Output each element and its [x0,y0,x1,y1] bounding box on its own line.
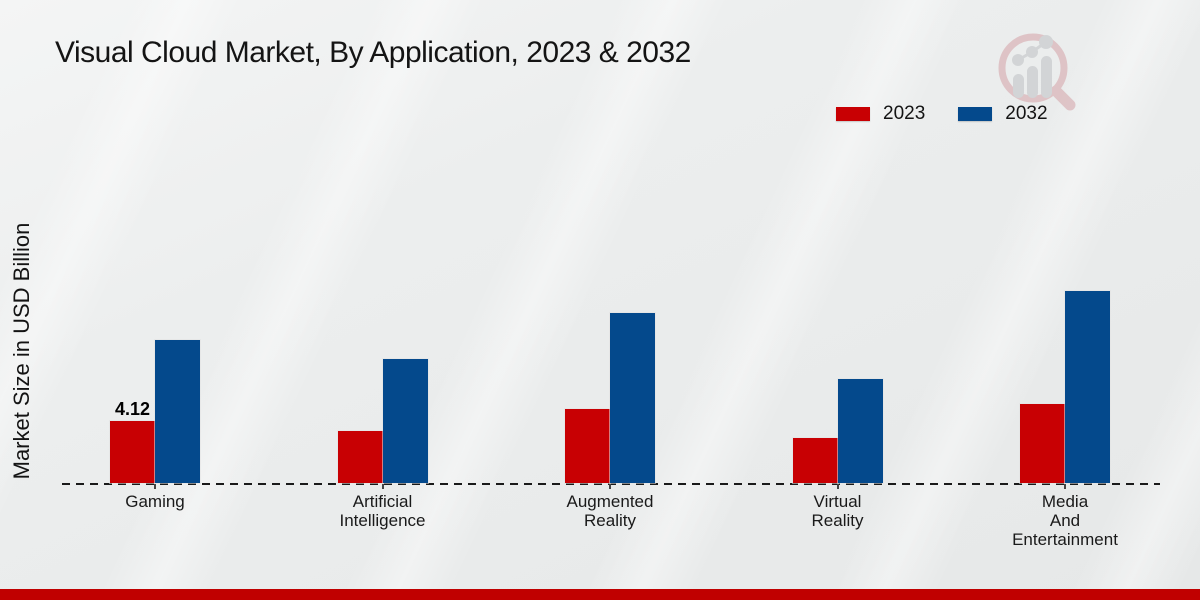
legend: 2023 2032 [836,103,1048,125]
legend-swatch-2023 [836,107,870,121]
bar-value-label: 4.12 [114,399,151,419]
bar-2032-gaming [155,340,200,483]
x-axis-category-label: Virtual Reality [811,492,864,530]
bar-2023-virtual-reality [792,438,838,483]
bar-2023-media-and-entertainment [1020,404,1065,483]
bar-2032-augmented-reality [610,313,655,483]
x-axis-tick [609,484,611,489]
bar-2023-augmented-reality [565,409,610,483]
x-axis-tick [836,484,839,489]
x-axis-baseline [62,483,1160,485]
magnifier-bar-chart-logo-icon [998,33,1076,111]
legend-label: 2023 [883,103,926,124]
bar-2032-media-and-entertainment [1065,291,1110,483]
x-axis-category-label: Media And Entertainment [1012,492,1118,549]
x-axis-category-label: Artificial Intelligence [339,492,426,530]
footer-accent-band [0,589,1200,600]
legend-item-2023: 2023 [836,103,925,125]
x-axis-tick [381,484,384,489]
x-axis-tick [1064,484,1066,489]
legend-swatch-2032 [958,107,993,121]
x-axis-category-label: Augmented Reality [566,492,654,530]
bar-2032-virtual-reality [837,379,883,483]
bar-2032-artificial-intelligence [382,359,428,483]
x-axis-tick [154,484,156,489]
legend-label: 2032 [1005,103,1048,124]
chart-title: Visual Cloud Market, By Application, 202… [55,36,691,69]
bar-2023-artificial-intelligence [337,431,383,483]
x-axis-category-label: Gaming [125,492,185,511]
legend-item-2032: 2032 [958,103,1048,125]
bar-2023-gaming [110,421,155,483]
